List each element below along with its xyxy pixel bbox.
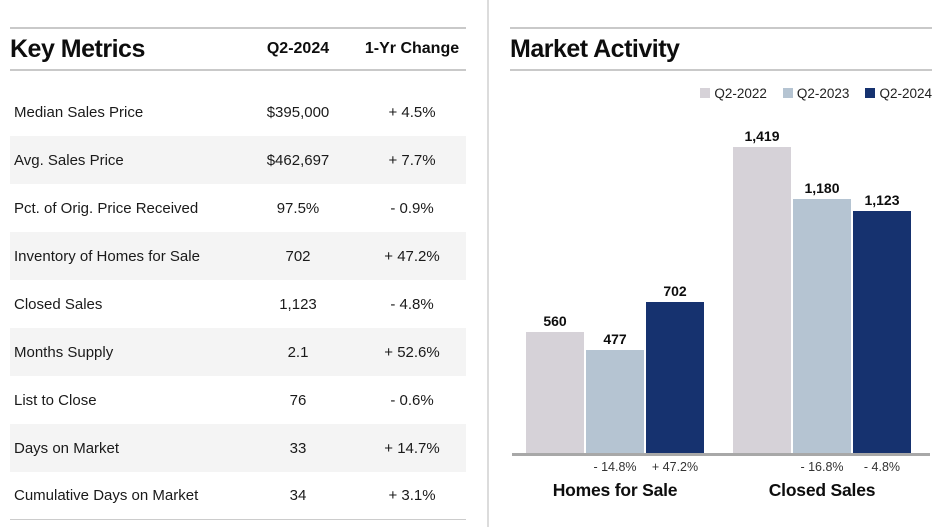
bar-q2-2023	[586, 350, 644, 453]
column-header-change: 1-Yr Change	[364, 40, 460, 57]
market-activity-title: Market Activity	[510, 34, 680, 63]
metric-value: 76	[289, 391, 307, 409]
table-row: List to Close 76 - 0.6%	[10, 376, 466, 424]
bar-q2-2022	[526, 332, 584, 453]
metric-label: Avg. Sales Price	[14, 151, 124, 169]
bar-row: 560 477 702	[526, 123, 704, 453]
table-row: Avg. Sales Price $462,697 + 7.7%	[10, 136, 466, 184]
table-row: Cumulative Days on Market 34 + 3.1%	[10, 472, 466, 520]
column-header-period: Q2-2024	[266, 40, 330, 57]
table-row: Pct. of Orig. Price Received 97.5% - 0.9%	[10, 184, 466, 232]
metric-change: - 4.8%	[390, 295, 434, 313]
bar-column: 1,419	[733, 128, 791, 453]
metric-label: Closed Sales	[14, 295, 103, 313]
legend-label: Q2-2023	[796, 85, 850, 101]
bar-q2-2022	[733, 147, 791, 453]
metric-change: + 3.1%	[388, 487, 436, 504]
metric-change: + 4.5%	[388, 103, 436, 121]
category-label: Homes for Sale	[552, 480, 678, 500]
pct-row: - 16.8% - 4.8%	[733, 460, 911, 474]
bar-column: 702	[646, 283, 704, 453]
bar-pct-change-label: + 47.2%	[651, 460, 699, 474]
bar-pct-change-label	[526, 460, 584, 474]
bar-column: 560	[526, 313, 584, 453]
table-row: Closed Sales 1,123 - 4.8%	[10, 280, 466, 328]
bar-value-label: 702	[663, 283, 687, 299]
metric-value: 702	[285, 247, 311, 265]
table-row: Months Supply 2.1 + 52.6%	[10, 328, 466, 376]
market-activity-header: Market Activity	[510, 27, 932, 71]
key-metrics-panel: Key Metrics Q2-2024 1-Yr Change Median S…	[10, 27, 466, 520]
metric-change: - 0.9%	[390, 199, 434, 217]
bar-pct-change-label: - 16.8%	[800, 460, 844, 474]
x-axis-line	[512, 453, 930, 456]
table-row: Inventory of Homes for Sale 702 + 47.2%	[10, 232, 466, 280]
metric-label: Months Supply	[14, 343, 114, 361]
metric-value: 97.5%	[276, 199, 320, 217]
category-label: Closed Sales	[768, 480, 876, 500]
legend-label: Q2-2022	[714, 85, 767, 101]
key-metrics-title: Key Metrics	[10, 34, 145, 63]
metric-change: - 0.6%	[390, 391, 434, 409]
key-metrics-rows: Median Sales Price $395,000 + 4.5% Avg. Sal…	[10, 88, 466, 520]
metric-label: Cumulative Days on Market	[14, 487, 199, 504]
key-metrics-header: Key Metrics Q2-2024 1-Yr Change	[10, 27, 466, 71]
metric-change: + 47.2%	[384, 247, 440, 265]
metric-value: 33	[289, 439, 307, 457]
metric-change: + 52.6%	[384, 343, 440, 361]
bar-row: 1,419 1,180 1,123	[733, 123, 911, 453]
bar-value-label: 1,180	[804, 180, 840, 196]
bar-group: 1,419 1,180 1,123 - 16.8% - 4.8% Closed Sales	[733, 123, 911, 501]
legend-swatch-icon	[865, 88, 876, 98]
bar-column: 477	[586, 331, 644, 453]
bar-value-label: 1,419	[744, 128, 780, 144]
legend-item: Q2-2022	[700, 85, 767, 101]
metric-change: + 7.7%	[388, 151, 436, 169]
bar-pct-change-label	[733, 460, 791, 474]
chart-legend: Q2-2022 Q2-2023 Q2-2024	[510, 85, 932, 101]
pct-row: - 14.8% + 47.2%	[526, 460, 704, 474]
bar-pct-change-label: - 14.8%	[593, 460, 637, 474]
market-activity-panel: Market Activity Q2-2022 Q2-2023 Q2-2024 56…	[510, 27, 932, 501]
metric-value: 1,123	[279, 295, 317, 313]
legend-item: Q2-2023	[782, 85, 850, 101]
bar-group: 560 477 702 - 14.8% + 47.2% Homes for Sale	[526, 123, 704, 501]
bar-column: 1,123	[853, 192, 911, 453]
metric-value: $395,000	[266, 103, 330, 121]
metric-label: Pct. of Orig. Price Received	[14, 199, 199, 217]
metric-value: 2.1	[287, 343, 309, 361]
bar-value-label: 1,123	[864, 192, 900, 208]
panel-divider	[487, 0, 489, 527]
table-row: Days on Market 33 + 14.7%	[10, 424, 466, 472]
metric-label: List to Close	[14, 391, 97, 409]
bar-q2-2024	[853, 211, 911, 453]
metric-label: Median Sales Price	[14, 103, 144, 121]
bar-value-label: 477	[603, 331, 627, 347]
bar-value-label: 560	[543, 313, 567, 329]
bar-pct-change-label: - 4.8%	[863, 460, 901, 474]
legend-label: Q2-2024	[879, 85, 932, 101]
metric-change: + 14.7%	[384, 439, 440, 457]
legend-swatch-icon	[700, 88, 711, 98]
bar-q2-2023	[793, 199, 851, 453]
bar-column: 1,180	[793, 180, 851, 453]
metric-label: Inventory of Homes for Sale	[14, 247, 200, 265]
metric-value: $462,697	[266, 151, 330, 169]
table-row: Median Sales Price $395,000 + 4.5%	[10, 88, 466, 136]
legend-swatch-icon	[782, 88, 793, 98]
metric-value: 34	[289, 487, 307, 504]
bar-chart: 560 477 702 - 14.8% + 47.2% Homes for Sale 1,4…	[510, 123, 932, 501]
metric-label: Days on Market	[14, 439, 120, 457]
legend-item: Q2-2024	[865, 85, 932, 101]
bar-q2-2024	[646, 302, 704, 453]
